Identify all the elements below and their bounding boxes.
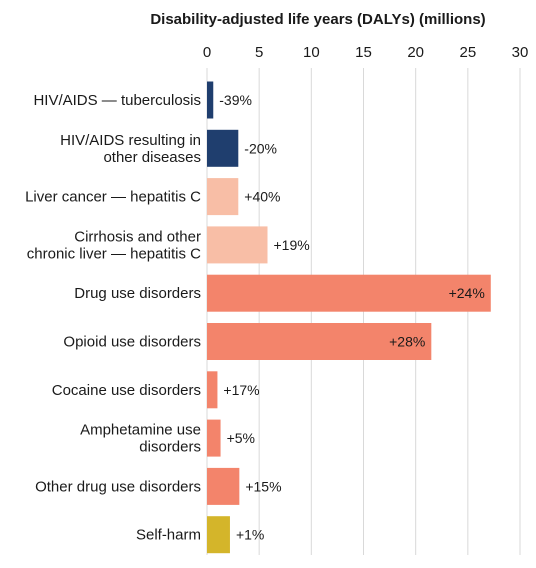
- category-label: Cirrhosis and other: [74, 228, 201, 245]
- category-label: Self-harm: [136, 527, 201, 544]
- data-label: +15%: [245, 478, 281, 494]
- data-label: +17%: [223, 382, 259, 398]
- bar: [207, 516, 230, 554]
- category-label: chronic liver — hepatitis C: [27, 245, 201, 262]
- category-label: Drug use disorders: [74, 285, 201, 302]
- x-tick-label: 5: [255, 44, 263, 61]
- bars: [207, 81, 491, 554]
- x-tick-label: 10: [303, 44, 320, 61]
- category-labels: HIV/AIDS — tuberculosis HIV/AIDS resultin…: [25, 92, 201, 544]
- chart-title: Disability-adjusted life years (DALYs) (…: [150, 11, 485, 28]
- data-label: +19%: [274, 237, 310, 253]
- data-label: -20%: [244, 140, 277, 156]
- bar: [207, 323, 432, 360]
- category-label: Cocaine use disorders: [52, 382, 201, 399]
- category-label: HIV/AIDS resulting in: [60, 132, 201, 149]
- bar: [207, 129, 239, 167]
- data-label: -39%: [219, 92, 252, 108]
- category-label: HIV/AIDS — tuberculosis: [33, 92, 201, 109]
- bar: [207, 81, 214, 119]
- bar: [207, 274, 491, 312]
- x-tick-label: 30: [512, 44, 529, 61]
- x-tick-label: 0: [203, 44, 211, 61]
- data-label: +28%: [389, 334, 425, 350]
- data-label: +1%: [236, 527, 264, 543]
- bar: [207, 419, 221, 457]
- data-label: +24%: [449, 285, 485, 301]
- category-label: disorders: [139, 439, 201, 456]
- category-label: Other drug use disorders: [35, 478, 201, 495]
- bar: [207, 467, 240, 505]
- x-tick-label: 20: [407, 44, 424, 61]
- x-tick-label: 15: [355, 44, 372, 61]
- data-label: +40%: [244, 189, 280, 205]
- x-tick-label: 25: [459, 44, 476, 61]
- bar: [207, 371, 218, 409]
- category-label: other diseases: [103, 149, 201, 166]
- bar: [207, 226, 268, 264]
- category-label: Opioid use disorders: [63, 334, 201, 351]
- data-label: +5%: [227, 430, 255, 446]
- data-labels: -39% -20% +40% +19% +24% +28% +17% +5% +15% +1%: [219, 92, 485, 543]
- x-axis-ticks: 0 5 10 15 20 25 30: [203, 44, 529, 61]
- category-label: Amphetamine use: [80, 422, 201, 439]
- bar: [207, 178, 239, 216]
- category-label: Liver cancer — hepatitis C: [25, 189, 201, 206]
